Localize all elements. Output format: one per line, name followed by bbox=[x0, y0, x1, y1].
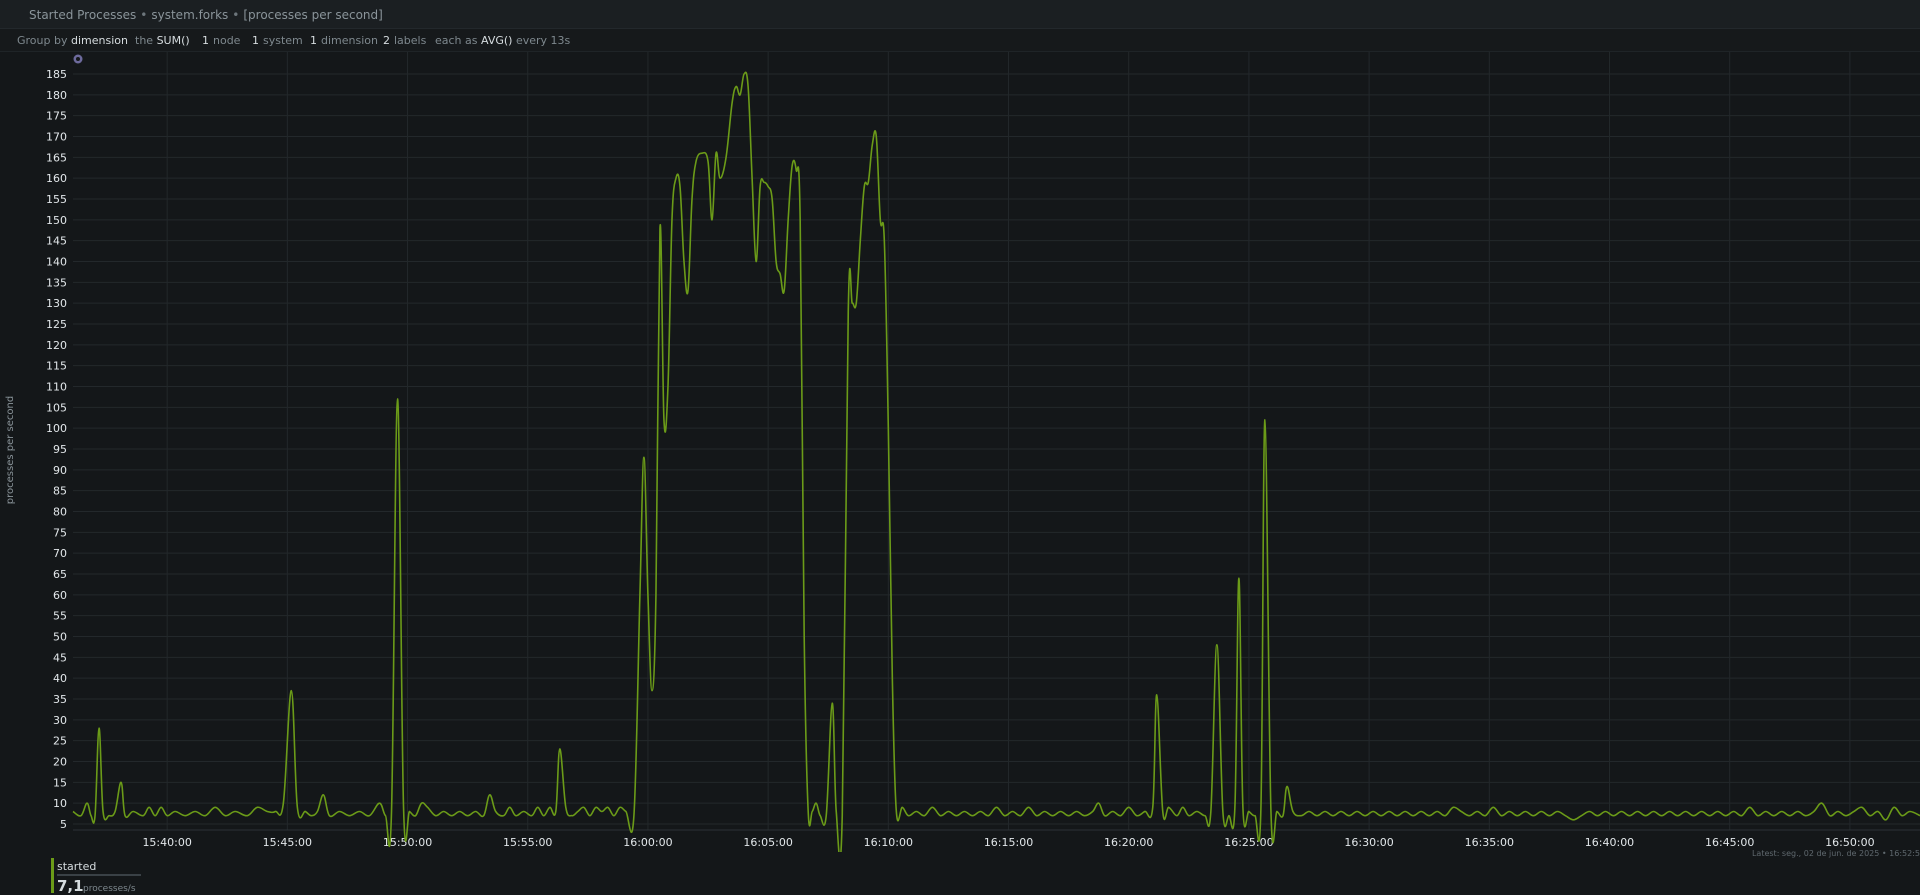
time-aggregation-suffix: every 13s bbox=[515, 34, 571, 47]
labels-filter[interactable]: 2 labels bbox=[383, 34, 426, 47]
line-chart[interactable]: 5 10 15 20 25 30 35 40 45 50 55 60 65 70 75 80 85 90 95 100… bbox=[0, 52, 1920, 852]
x-tick-label: 16:20:00 bbox=[1104, 836, 1153, 849]
chart-context: system.forks bbox=[151, 8, 229, 22]
systems-count: 1 bbox=[252, 34, 259, 47]
y-tick-label: 130 bbox=[46, 297, 67, 310]
y-tick-label: 30 bbox=[53, 714, 67, 727]
y-tick-label: 185 bbox=[46, 68, 67, 81]
group-by-value: dimension bbox=[70, 34, 128, 47]
y-tick-label: 90 bbox=[53, 464, 67, 477]
aggregation-value: SUM() bbox=[156, 34, 190, 47]
y-tick-label: 70 bbox=[53, 547, 67, 560]
y-tick-label: 155 bbox=[46, 193, 67, 206]
aggregation-prefix: the bbox=[135, 34, 154, 47]
title-separator: • bbox=[140, 8, 148, 22]
y-tick-label: 110 bbox=[46, 381, 67, 394]
y-tick-label: 80 bbox=[53, 506, 67, 519]
time-aggregation-prefix: each as bbox=[435, 34, 478, 47]
y-tick-label: 105 bbox=[46, 401, 67, 414]
x-tick-label: 15:40:00 bbox=[142, 836, 191, 849]
x-tick-label: 15:55:00 bbox=[503, 836, 552, 849]
chart-title: Started Processes bbox=[29, 8, 137, 22]
aggregation-dropdown[interactable]: the SUM() bbox=[135, 34, 190, 47]
legend-name: started bbox=[57, 860, 97, 873]
chart-title-bar: Started Processes • system.forks • [processe… bbox=[29, 8, 383, 22]
y-axis-ticks: 5 10 15 20 25 30 35 40 45 50 55 60 65 70 75 80 85 90 95 100… bbox=[46, 68, 67, 831]
y-tick-label: 140 bbox=[46, 256, 67, 269]
labels-count: 2 bbox=[383, 34, 390, 47]
legend-value: 7,1 bbox=[57, 877, 84, 895]
time-aggregation-value: AVG() bbox=[481, 34, 513, 47]
x-tick-label: 16:10:00 bbox=[864, 836, 913, 849]
y-tick-label: 5 bbox=[60, 818, 67, 831]
x-tick-label: 16:40:00 bbox=[1585, 836, 1634, 849]
chart-grid bbox=[73, 52, 1920, 831]
group-by-bar: Group by dimension the SUM() 1 node 1 syst… bbox=[0, 29, 1920, 52]
y-tick-label: 145 bbox=[46, 235, 67, 248]
nodes-count: 1 bbox=[202, 34, 209, 47]
latest-timestamp: Latest: seg., 02 de jun. de 2025 • 16:52… bbox=[1751, 849, 1920, 858]
y-tick-label: 180 bbox=[46, 89, 67, 102]
labels-label: labels bbox=[394, 34, 427, 47]
dimensions-count: 1 bbox=[310, 34, 317, 47]
x-tick-label: 16:45:00 bbox=[1705, 836, 1754, 849]
chart-units: [processes per second] bbox=[243, 8, 383, 22]
y-tick-label: 75 bbox=[53, 526, 67, 539]
chart-header: Started Processes • system.forks • [processe… bbox=[0, 0, 1920, 29]
y-tick-label: 65 bbox=[53, 568, 67, 581]
y-tick-label: 95 bbox=[53, 443, 67, 456]
chart-series bbox=[72, 71, 1920, 852]
y-tick-label: 115 bbox=[46, 360, 67, 373]
systems-label: system bbox=[263, 34, 303, 47]
dimensions-label: dimension bbox=[321, 34, 378, 47]
group-by-dropdown[interactable]: Group by dimension bbox=[17, 34, 128, 47]
y-tick-label: 15 bbox=[53, 776, 67, 789]
y-tick-label: 120 bbox=[46, 339, 67, 352]
y-tick-label: 160 bbox=[46, 172, 67, 185]
y-tick-label: 50 bbox=[53, 631, 67, 644]
y-tick-label: 165 bbox=[46, 151, 67, 164]
legend-unit: processes/s bbox=[83, 884, 136, 894]
y-tick-label: 20 bbox=[53, 756, 67, 769]
x-axis-ticks: 15:40:00 15:45:00 15:50:00 15:55:00 16:00:00… bbox=[142, 836, 1874, 849]
time-aggregation-dropdown[interactable]: each as AVG() every 13s bbox=[435, 34, 570, 47]
y-tick-label: 55 bbox=[53, 610, 67, 623]
y-tick-label: 45 bbox=[53, 651, 67, 664]
x-tick-label: 16:35:00 bbox=[1465, 836, 1514, 849]
group-by-label: Group by bbox=[17, 34, 68, 47]
x-tick-label: 16:25:00 bbox=[1224, 836, 1273, 849]
x-tick-label: 16:30:00 bbox=[1344, 836, 1393, 849]
dimensions-filter[interactable]: 1 dimension bbox=[310, 34, 378, 47]
title-separator: • bbox=[232, 8, 240, 22]
nodes-filter[interactable]: 1 node bbox=[202, 34, 240, 47]
chart-settings-icon-center bbox=[76, 57, 80, 61]
systems-filter[interactable]: 1 system bbox=[252, 34, 303, 47]
y-tick-label: 25 bbox=[53, 735, 67, 748]
y-tick-label: 170 bbox=[46, 131, 67, 144]
nodes-label: node bbox=[213, 34, 241, 47]
y-tick-label: 135 bbox=[46, 276, 67, 289]
x-tick-label: 15:50:00 bbox=[383, 836, 432, 849]
y-tick-label: 85 bbox=[53, 485, 67, 498]
y-tick-label: 40 bbox=[53, 672, 67, 685]
y-tick-label: 10 bbox=[53, 797, 67, 810]
legend-underline bbox=[57, 874, 141, 876]
y-tick-label: 125 bbox=[46, 318, 67, 331]
legend-color-bar bbox=[51, 858, 54, 893]
y-tick-label: 100 bbox=[46, 422, 67, 435]
y-tick-label: 175 bbox=[46, 110, 67, 123]
x-tick-label: 16:00:00 bbox=[623, 836, 672, 849]
x-tick-label: 15:45:00 bbox=[263, 836, 312, 849]
x-tick-label: 16:50:00 bbox=[1825, 836, 1874, 849]
y-tick-label: 60 bbox=[53, 589, 67, 602]
x-tick-label: 16:05:00 bbox=[743, 836, 792, 849]
y-axis-label: processes per second bbox=[5, 396, 16, 504]
x-tick-label: 16:15:00 bbox=[984, 836, 1033, 849]
y-tick-label: 35 bbox=[53, 693, 67, 706]
series-line-started bbox=[72, 71, 1920, 852]
y-tick-label: 150 bbox=[46, 214, 67, 227]
legend-item-started[interactable]: started 7,1 processes/s bbox=[51, 858, 141, 895]
